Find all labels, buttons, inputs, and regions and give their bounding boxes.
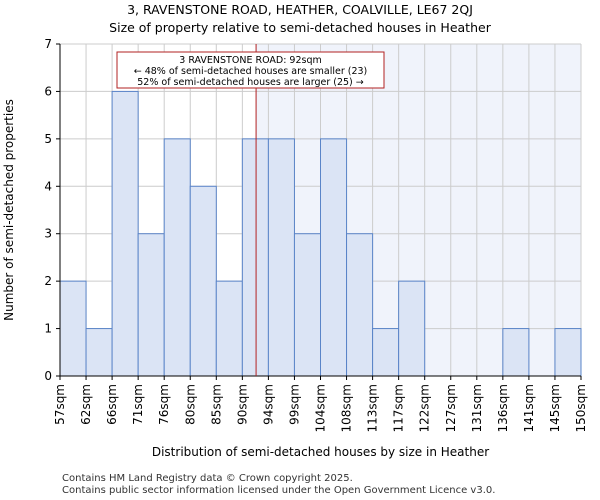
y-axis-label: Number of semi-detached properties	[2, 99, 16, 321]
bar-66sqm	[111, 90, 139, 377]
annotation-box	[116, 51, 385, 89]
x-tick-label: 80sqm	[183, 384, 197, 425]
x-tick-label: 66sqm	[105, 384, 119, 425]
x-tick-label: 113sqm	[366, 384, 380, 432]
y-tick-label: 7	[44, 37, 52, 51]
chart-title: Size of property relative to semi-detach…	[109, 20, 491, 35]
bar-71sqm	[137, 233, 165, 377]
bar-136sqm	[502, 328, 530, 377]
x-tick-label: 76sqm	[157, 384, 171, 425]
bar-80sqm	[189, 185, 217, 377]
bar-57sqm	[59, 280, 87, 377]
chart-title-address: 3, RAVENSTONE ROAD, HEATHER, COALVILLE, …	[127, 2, 473, 17]
bar-104sqm	[320, 138, 348, 377]
y-tick-label: 0	[44, 369, 52, 383]
y-tick-label: 3	[44, 227, 52, 241]
x-tick-label: 122sqm	[418, 384, 432, 432]
y-tick-label: 4	[44, 179, 52, 193]
x-tick-label: 99sqm	[287, 384, 301, 425]
y-tick-label: 1	[44, 322, 52, 336]
bar-117sqm	[398, 280, 426, 377]
y-tick-label: 5	[44, 132, 52, 146]
annotation-line: 3 RAVENSTONE ROAD: 92sqm	[179, 55, 322, 66]
footer-licence: Contains public sector information licen…	[62, 485, 496, 496]
x-tick-label: 117sqm	[392, 384, 406, 432]
x-tick-label: 62sqm	[79, 384, 93, 425]
bar-76sqm	[163, 138, 191, 377]
x-tick-label: 108sqm	[340, 384, 354, 432]
x-tick-label: 90sqm	[235, 384, 249, 425]
annotation-line: ← 48% of semi-detached houses are smalle…	[134, 66, 368, 77]
x-tick-label: 57sqm	[53, 384, 67, 425]
y-tick-label: 2	[44, 274, 52, 288]
bar-85sqm	[215, 280, 243, 377]
x-tick-label: 71sqm	[131, 384, 145, 425]
bar-145sqm	[554, 328, 582, 377]
y-tick-label: 6	[44, 84, 52, 98]
bar-99sqm	[293, 233, 322, 377]
x-axis-label: Distribution of semi-detached houses by …	[152, 445, 489, 459]
bar-113sqm	[372, 328, 400, 377]
x-tick-label: 127sqm	[444, 384, 458, 432]
x-tick-label: 131sqm	[470, 384, 484, 432]
bar-108sqm	[346, 233, 374, 377]
x-tick-label: 150sqm	[574, 384, 588, 432]
bar-90sqm	[241, 138, 269, 377]
bar-62sqm	[85, 328, 113, 377]
bar-94sqm	[267, 138, 295, 377]
x-tick-label: 145sqm	[548, 384, 562, 432]
x-tick-label: 94sqm	[261, 384, 275, 425]
footer-copyright: Contains HM Land Registry data © Crown c…	[62, 473, 353, 484]
x-tick-label: 141sqm	[522, 384, 536, 432]
x-tick-label: 136sqm	[496, 384, 510, 432]
annotation-line: 52% of semi-detached houses are larger (…	[137, 77, 364, 88]
x-tick-label: 85sqm	[209, 384, 223, 425]
x-tick-label: 104sqm	[314, 384, 328, 432]
